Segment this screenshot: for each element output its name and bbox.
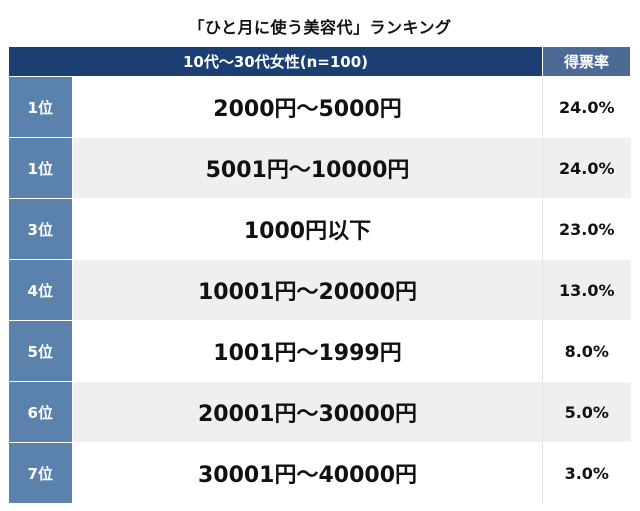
table-row: 3位 1000円以下 23.0% [8,198,631,260]
ranking-table: 10代〜30代女性(n=100) 得票率 1位 2000円〜5000円 24.0% 1… [8,46,631,504]
header-share-label: 得票率 [542,46,631,77]
rank-cell: 5位 [8,320,73,382]
vote-share-cell: 5.0% [542,381,631,443]
rank-cell: 1位 [8,76,73,138]
price-range-cell: 10001円〜20000円 [72,259,543,321]
rank-cell: 4位 [8,259,73,321]
rank-cell: 7位 [8,442,73,504]
vote-share-cell: 3.0% [542,442,631,504]
price-range-cell: 1001円〜1999円 [72,320,543,382]
vote-share-cell: 23.0% [542,198,631,260]
table-row: 6位 20001円〜30000円 5.0% [8,381,631,443]
table-row: 1位 5001円〜10000円 24.0% [8,137,631,199]
chart-title: 「ひと月に使う美容代」ランキング [188,18,452,37]
table-row: 4位 10001円〜20000円 13.0% [8,259,631,321]
vote-share-cell: 13.0% [542,259,631,321]
vote-share-cell: 24.0% [542,76,631,138]
price-range-cell: 2000円〜5000円 [72,76,543,138]
table-row: 1位 2000円〜5000円 24.0% [8,76,631,138]
price-range-cell: 20001円〜30000円 [72,381,543,443]
header-row: 10代〜30代女性(n=100) 得票率 [8,46,631,77]
header-group-label: 10代〜30代女性(n=100) [8,46,543,77]
vote-share-cell: 8.0% [542,320,631,382]
table-row: 5位 1001円〜1999円 8.0% [8,320,631,382]
rank-cell: 6位 [8,381,73,443]
price-range-cell: 1000円以下 [72,198,543,260]
rank-cell: 1位 [8,137,73,199]
price-range-cell: 5001円〜10000円 [72,137,543,199]
rank-cell: 3位 [8,198,73,260]
price-range-cell: 30001円〜40000円 [72,442,543,504]
vote-share-cell: 24.0% [542,137,631,199]
table-row: 7位 30001円〜40000円 3.0% [8,442,631,504]
ranking-body: 1位 2000円〜5000円 24.0% 1位 5001円〜10000円 24.0% 3位 1… [8,76,631,504]
